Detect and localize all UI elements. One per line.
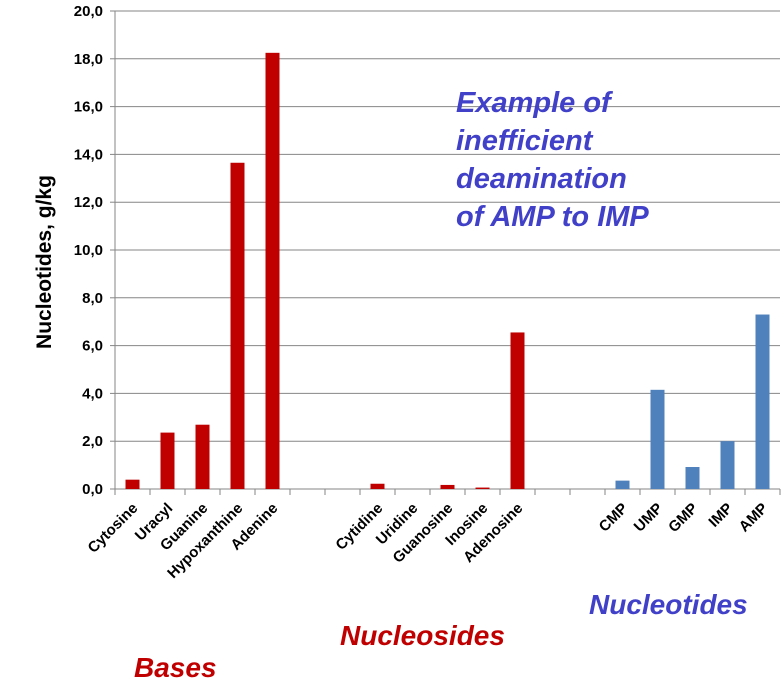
x-tick-label: AMP — [736, 500, 772, 536]
bar-hypoxanthine — [230, 162, 245, 489]
x-tick-label: GMP — [665, 500, 701, 536]
y-tick-label: 18,0 — [74, 51, 103, 68]
bar-guanine — [195, 424, 210, 489]
bar-adenosine — [510, 332, 525, 489]
bar-imp — [720, 441, 735, 489]
bar-guanosine — [440, 484, 455, 489]
annotation-line: inefficient — [456, 125, 593, 157]
bar-gmp — [685, 467, 700, 489]
y-tick-label: 6,0 — [82, 338, 103, 355]
y-tick-label: 12,0 — [74, 194, 103, 211]
y-tick-label: 14,0 — [74, 146, 103, 163]
bar-cytosine — [125, 479, 140, 489]
x-tick-label: Cytidine — [332, 500, 386, 554]
x-tick-label: IMP — [705, 500, 736, 531]
group-label-nucleosides: Nucleosides — [340, 620, 505, 651]
y-tick-label: 20,0 — [74, 3, 103, 20]
x-tick-label: UMP — [631, 500, 667, 536]
bar-uracyl — [160, 432, 175, 489]
annotation-line: of AMP to IMP — [456, 201, 649, 233]
x-tick-label: CMP — [596, 500, 632, 536]
bar-amp — [755, 314, 770, 489]
bar-ump — [650, 389, 665, 489]
annotation-line: deamination — [456, 163, 627, 195]
annotation-line: Example of — [456, 87, 611, 119]
y-tick-label: 8,0 — [82, 290, 103, 307]
y-tick-label: 0,0 — [82, 481, 103, 498]
bar-adenine — [265, 52, 280, 489]
y-tick-label: 10,0 — [74, 242, 103, 259]
x-tick-label: Cytosine — [85, 500, 142, 557]
bar-cytidine — [370, 483, 385, 489]
annotation: Example of inefficient deamination of AM… — [456, 84, 649, 236]
group-label-bases: Bases — [134, 652, 217, 683]
group-label-nucleotides: Nucleotides — [589, 589, 748, 620]
y-tick-label: 2,0 — [82, 433, 103, 450]
y-tick-label: 16,0 — [74, 99, 103, 116]
bar-cmp — [615, 480, 630, 489]
y-axis-label: Nucleotides, g/kg — [33, 175, 56, 349]
y-tick-label: 4,0 — [82, 385, 103, 402]
bar-inosine — [475, 487, 490, 489]
